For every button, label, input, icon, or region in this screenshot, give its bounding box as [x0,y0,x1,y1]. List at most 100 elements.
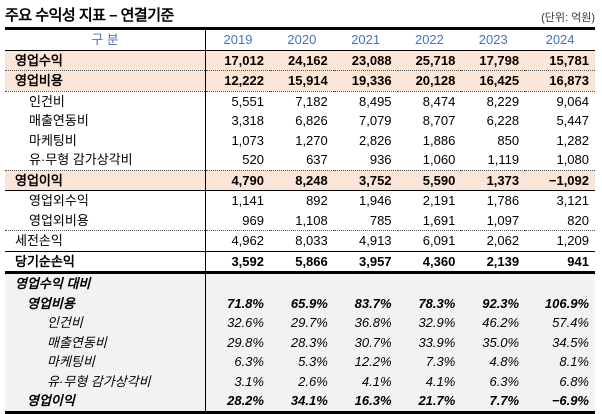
ratio-row: 매출연동비 29.8% 28.3% 30.7% 33.9% 35.0% 34.5% [5,332,595,352]
ratio-row: 유·무형 감가상각비 3.1% 2.6% 4.1% 4.1% 6.3% 6.8% [5,371,595,391]
cell-value: 2024 [525,28,595,51]
cell-value: 8,033 [269,230,334,252]
cell-value: 30.7% [333,332,398,352]
table-row: 세전손익 4,962 8,033 4,913 6,091 2,062 1,209 [5,230,595,252]
cell-value: 6,091 [397,230,462,252]
cell-value: 4,962 [205,230,270,252]
cell-value: 5,447 [556,113,589,129]
cell-value: 92.3% [461,293,526,313]
cell-value: 3.1% [205,371,270,391]
cell-value: 9,064 [556,93,589,109]
cell-value: 3,592 [205,251,270,274]
cell-value: −6.9% [525,391,595,414]
cell-value: 1,141 [231,193,264,209]
cell-value: 16.3% [333,391,398,414]
cell-value: 46.2% [461,313,526,333]
cell-value: 5.3% [269,352,334,372]
cell-value: 2020 [269,28,334,51]
row-label: 인건비 [5,313,206,333]
cell-value: 25,718 [397,50,462,71]
cell-value: 5,551 [231,93,264,109]
cell-value: 1,108 [269,210,334,231]
row-label: 영업이익 [5,391,206,414]
cell-value: 2023 [461,28,526,51]
cell-value [205,272,270,294]
cell-value: 2021 [333,28,398,51]
cell-value: 1,691 [397,210,462,231]
cell-value: 78.3% [397,293,462,313]
cell-value: 17,012 [205,50,270,71]
cell-value: 71.8% [205,293,270,313]
cell-value: 32.6% [205,313,270,333]
cell-value: 19,336 [333,70,398,92]
row-label: 유·무형 감가상각비 [5,150,206,171]
row-label: 세전손익 [5,230,206,252]
cell-value [269,272,334,294]
cell-value: 8,707 [422,113,456,129]
table-row: 당기순손익 3,592 5,866 3,957 4,360 2,139 941 [5,251,595,274]
table-row: 인건비 5,551 7,182 8,495 8,474 8,229 9,064 [5,91,595,111]
cell-value: 15,914 [269,70,334,92]
cell-value: 8,229 [486,93,520,109]
row-label: 영업외비용 [5,210,206,231]
cell-value: 969 [205,210,270,231]
cell-value: 1,282 [556,132,589,148]
cell-value: 15,781 [525,50,595,71]
cell-value: 28.2% [205,391,270,414]
cell-value: 65.9% [269,293,334,313]
ratio-section-header: 영업수익 대비 [5,272,595,294]
cell-value: 16,425 [461,70,526,92]
cell-value: 7.7% [461,391,526,414]
cell-value: 3,957 [333,251,398,274]
row-label: 영업비용 [5,70,206,92]
cell-value: 4,913 [333,230,398,252]
cell-value: 941 [525,251,595,274]
cell-value: 2022 [397,28,462,51]
cell-value: 2.6% [269,371,334,391]
cell-value: 8,495 [359,93,392,109]
row-label: 영업수익 대비 [5,272,206,294]
cell-value: 17,798 [461,50,526,71]
ratio-row: 인건비 32.6% 29.7% 36.8% 32.9% 46.2% 57.4% [5,313,595,333]
cell-value: 4.8% [461,352,526,372]
cell-value: 6,228 [486,113,520,129]
cell-value: 16,873 [525,70,595,92]
cell-value: 5,866 [269,251,334,274]
cell-value: 1,786 [486,193,520,209]
row-label: 매출연동비 [5,332,206,352]
cell-value: 2,139 [461,251,526,274]
table-row: 유·무형 감가상각비 520 637 936 1,060 1,119 1,080 [5,150,595,171]
cell-value: 1,270 [295,132,328,148]
cell-value: 3,121 [556,193,589,209]
cell-value: 5,590 [397,170,462,191]
cell-value: 32.9% [397,313,462,333]
cell-value: 6.8% [525,371,595,391]
cell-value: 2019 [205,28,270,51]
cell-value: 57.4% [525,313,595,333]
cell-value: 2,191 [422,193,456,209]
cell-value: 21.7% [397,391,462,414]
row-label: 구 분 [5,28,206,51]
cell-value: 520 [205,150,270,171]
cell-value: 34.5% [525,332,595,352]
cell-value: 1,373 [461,170,526,191]
cell-value: 892 [306,193,328,209]
row-label: 당기순손익 [5,251,206,274]
row-label: 마케팅비 [5,352,206,372]
table-row: 영업이익 4,790 8,248 3,752 5,590 1,373 −1,092 [5,170,595,191]
cell-value: 23,088 [333,50,398,71]
ratio-row: 마케팅비 6.3% 5.3% 12.2% 7.3% 4.8% 8.1% [5,352,595,372]
cell-value: 6.3% [205,352,270,372]
table-row: 매출연동비 3,318 6,826 7,079 8,707 6,228 5,447 [5,111,595,131]
table-row: 영업비용 12,222 15,914 19,336 20,128 16,425 16,873 [5,70,595,92]
cell-value: 36.8% [333,313,398,333]
row-label: 매출연동비 [5,111,206,131]
cell-value: 820 [525,210,595,231]
cell-value: 106.9% [525,293,595,313]
cell-value: 33.9% [397,332,462,352]
header-row: 구 분 2019 2020 2021 2022 2023 2024 [5,28,595,51]
table-row: 영업외비용 969 1,108 785 1,691 1,097 820 [5,210,595,231]
cell-value: 3,752 [333,170,398,191]
cell-value: 83.7% [333,293,398,313]
row-label: 마케팅비 [5,130,206,150]
